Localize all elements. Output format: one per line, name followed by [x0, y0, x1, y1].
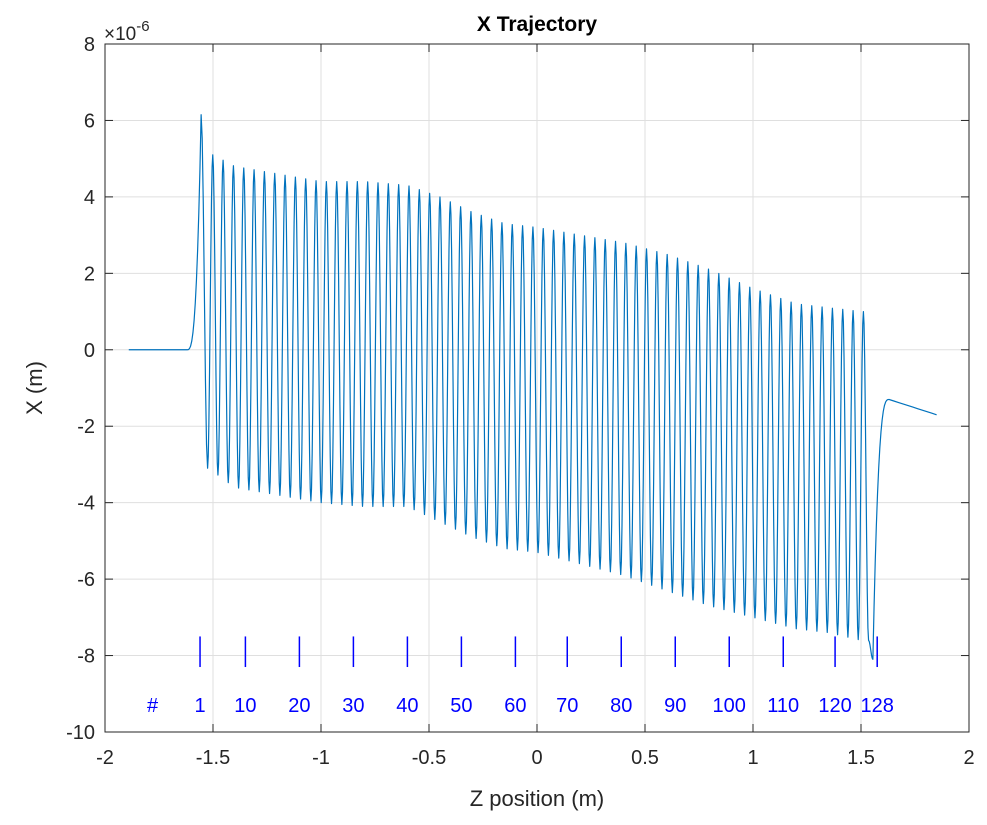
x-tick-label: -0.5 [412, 747, 446, 769]
chart-title: X Trajectory [477, 13, 598, 36]
y-tick-label: -6 [77, 569, 95, 591]
period-marker-label: 50 [450, 695, 472, 717]
period-marker-label: 120 [818, 695, 851, 717]
period-marker-label: 70 [556, 695, 578, 717]
y-tick-label: -10 [66, 722, 95, 744]
y-axis-label: X (m) [22, 361, 47, 415]
y-tick-label: 6 [84, 110, 95, 132]
y-tick-label: -4 [77, 493, 95, 515]
undulator-markers: 1 10 20 30 40 50 60 70 80 90 100 110 120 128# [147, 636, 894, 717]
y-tick-label: -2 [77, 416, 95, 438]
period-marker-label: 40 [396, 695, 418, 717]
x-tick-label: 2 [963, 747, 974, 769]
period-marker-label: 110 [767, 695, 799, 717]
exponent-power: -6 [136, 18, 149, 35]
x-tick-label: -1.5 [196, 747, 230, 769]
period-marker-label: 60 [504, 695, 526, 717]
x-tick-label: -1 [312, 747, 330, 769]
x-tick-label: 1 [747, 747, 758, 769]
trajectory-line [128, 114, 937, 660]
period-marker-label: 90 [664, 695, 686, 717]
y-tick-label: -8 [77, 646, 95, 668]
period-marker-label: 1 [194, 695, 205, 717]
period-marker-label: 20 [288, 695, 310, 717]
x-tick-label: -2 [96, 747, 114, 769]
y-axis-exponent: ×10-6 [104, 18, 150, 45]
y-axis-ticks: -10 -8 -6 -4 -2 0 2 4 6 8 [66, 34, 969, 744]
period-hash-label: # [147, 695, 159, 717]
x-tick-label: 1.5 [847, 747, 875, 769]
period-marker-label: 128 [861, 695, 894, 717]
y-tick-label: 8 [84, 34, 95, 56]
y-tick-label: 2 [84, 263, 95, 285]
exponent-base: ×10 [104, 24, 136, 45]
period-marker-label: 30 [342, 695, 364, 717]
period-marker-label: 10 [234, 695, 256, 717]
y-tick-label: 0 [84, 340, 95, 362]
x-axis-label: Z position (m) [470, 786, 604, 811]
period-marker-label: 80 [610, 695, 632, 717]
x-axis-ticks: -2 -1.5 -1 -0.5 0 0.5 1 1.5 2 [96, 44, 975, 769]
period-marker-label: 100 [713, 695, 746, 717]
trajectory-layer [128, 114, 937, 660]
x-tick-label: 0 [531, 747, 542, 769]
x-tick-label: 0.5 [631, 747, 659, 769]
y-tick-label: 4 [84, 187, 95, 209]
